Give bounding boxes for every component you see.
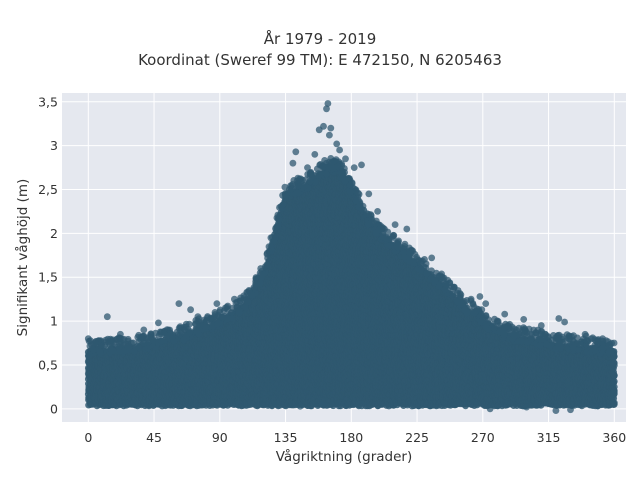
- chart-subtitle: Koordinat (Sweref 99 TM): E 472150, N 62…: [138, 51, 502, 69]
- data-points: [84, 100, 618, 414]
- chart-title: År 1979 - 2019: [263, 30, 377, 48]
